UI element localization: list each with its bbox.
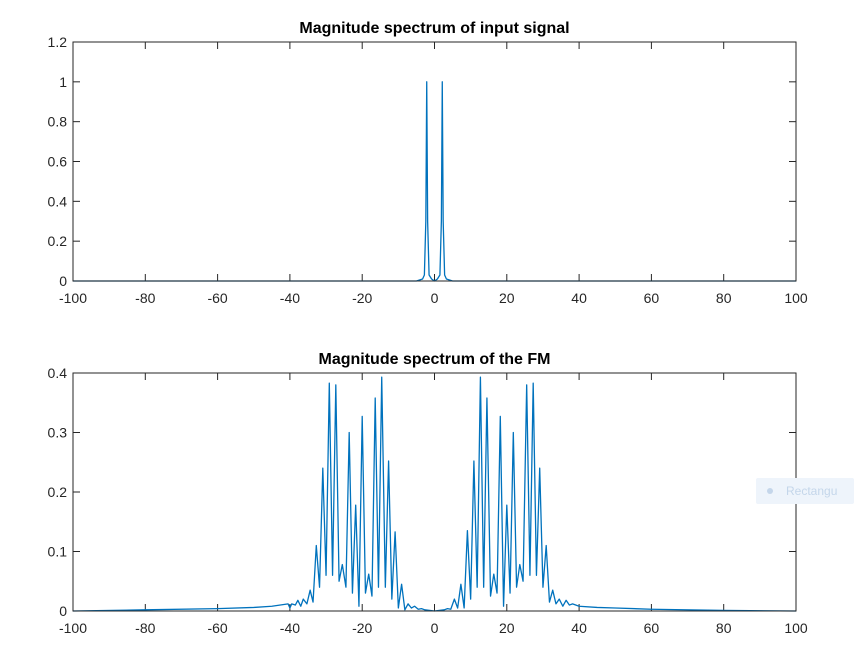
dot-icon	[767, 488, 773, 494]
subplot-fm-spectrum: Magnitude spectrum of the FM -100 -80 -60-…	[48, 351, 808, 636]
chart-title: Magnitude spectrum of input signal	[299, 20, 569, 37]
y-tick-label: 0.1	[48, 544, 68, 560]
x-tick-label: 40	[571, 290, 587, 306]
tick-label-group: -100 -80 -60 -40 -20 0 20 40 60 80 100 0 0.2 0.4 0.6 0.…	[48, 34, 808, 306]
y-tick-label: 1.2	[48, 34, 68, 50]
x-tick-label: 0	[431, 620, 439, 636]
x-tick-label: 80	[716, 620, 732, 636]
x-tick-label: -20	[352, 620, 372, 636]
y-tick-label: 0.3	[48, 425, 68, 441]
overlay-tag[interactable]: Rectangu	[756, 478, 854, 504]
y-tick-label: 0.4	[48, 365, 68, 381]
x-tick-label: 60	[644, 620, 660, 636]
x-tick-label: -60	[207, 290, 227, 306]
overlay-tag-background	[756, 478, 854, 504]
x-tick-label: -60	[207, 620, 227, 636]
y-tick-label: 0.2	[48, 233, 68, 249]
x-tick-label: -100	[59, 620, 87, 636]
x-tick-label: 80	[716, 290, 732, 306]
plot-area	[73, 42, 796, 281]
x-tick-label: -40	[280, 620, 300, 636]
x-tick-label: 20	[499, 620, 515, 636]
y-tick-label: 0	[59, 603, 67, 619]
y-tick-label: 0.6	[48, 154, 68, 170]
series-line	[72, 376, 797, 612]
chart-title: Magnitude spectrum of the FM	[319, 351, 551, 368]
x-tick-label: 20	[499, 290, 515, 306]
x-tick-label: -80	[135, 290, 155, 306]
subplot-input-spectrum: Magnitude spectrum of input signal -100-…	[48, 20, 808, 306]
overlay-tag-label: Rectangu	[786, 484, 837, 498]
x-tick-label: 60	[644, 290, 660, 306]
x-tick-label: -80	[135, 620, 155, 636]
x-tick-label: 100	[784, 290, 808, 306]
y-tick-label: 0.4	[48, 193, 68, 209]
x-tick-label: 100	[784, 620, 808, 636]
x-tick-label: -40	[280, 290, 300, 306]
axes-frame	[72, 41, 797, 282]
tick-label-group: -100 -80 -60 -40 -20 0 20 40 60 80 100 0 0.1 0.2 0.3 0.…	[48, 365, 808, 636]
y-tick-label: 0	[59, 273, 67, 289]
y-tick-label: 0.2	[48, 484, 68, 500]
x-tick-label: 0	[431, 290, 439, 306]
x-tick-label: -20	[352, 290, 372, 306]
x-tick-label: -100	[59, 290, 87, 306]
x-tick-label: 40	[571, 620, 587, 636]
y-tick-label: 1	[59, 74, 67, 90]
y-tick-label: 0.8	[48, 114, 68, 130]
plot-area	[73, 373, 796, 611]
